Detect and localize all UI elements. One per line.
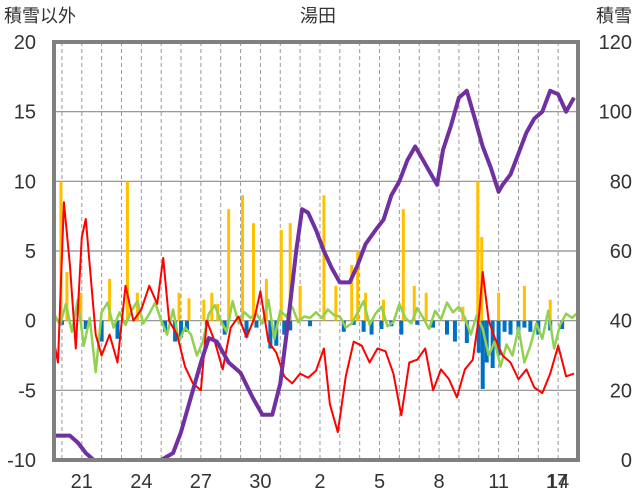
x-tick-label: 24 <box>130 471 152 493</box>
precipitation-bar <box>401 209 405 321</box>
precipitation-bar <box>227 209 231 321</box>
precipitation-bar <box>65 271 69 321</box>
precipitation-bar <box>202 299 206 321</box>
x-tick-label: 11 <box>488 471 509 493</box>
x-tick-label: 30 <box>249 471 271 493</box>
right-tick-label: 100 <box>599 102 632 124</box>
snow-change-bar <box>268 320 273 349</box>
precipitation-bar <box>412 285 416 321</box>
precipitation-bar <box>177 292 181 321</box>
x-tick-label: 8 <box>433 471 444 493</box>
precipitation-bar <box>288 223 292 321</box>
snow-change-bar <box>445 320 449 335</box>
snow-change-bar <box>415 320 420 325</box>
precipitation-bar <box>79 292 83 321</box>
precipitation-bar <box>108 278 112 321</box>
precipitation-bar <box>125 181 129 321</box>
right-tick-label: 80 <box>610 171 632 193</box>
snow-change-bar <box>522 320 527 328</box>
snow-change-bar <box>361 320 366 332</box>
precipitation-bar <box>187 298 191 321</box>
right-tick-label: 120 <box>599 32 632 54</box>
left-tick-label: 15 <box>14 102 36 124</box>
snow-depth-line <box>54 88 576 462</box>
snow-change-bar <box>431 320 436 328</box>
snow-change-bar <box>379 320 384 330</box>
x-tick-label: 5 <box>374 471 385 493</box>
precipitation-bar <box>356 251 360 321</box>
precipitation-bar <box>135 292 139 321</box>
precipitation-bar <box>476 181 480 321</box>
precipitation-bar <box>334 285 338 321</box>
precipitation-bar <box>522 285 526 321</box>
left-tick-label: 10 <box>14 171 36 193</box>
snow-change-bar <box>502 320 507 332</box>
green-series-line <box>52 298 579 374</box>
right-tick-label: 60 <box>610 241 632 263</box>
snow-change-bar <box>115 320 120 339</box>
right-axis-label: 積雪 <box>596 6 632 27</box>
snow-change-bar <box>282 320 287 335</box>
snow-change-bar <box>496 320 501 356</box>
left-tick-label: 5 <box>25 241 36 263</box>
right-tick-label: 0 <box>621 450 632 472</box>
left-axis-label: 積雪以外 <box>4 6 76 27</box>
snow-change-bar <box>560 320 565 330</box>
x-tick-label: 2 <box>314 471 325 493</box>
precipitation-bar <box>322 195 326 321</box>
x-tick-label: 21 <box>71 471 93 493</box>
snow-change-bar <box>476 320 481 353</box>
precipitation-bar <box>548 299 552 321</box>
snow-change-bar <box>244 320 249 338</box>
x-tick-label: 17 <box>546 471 568 493</box>
snow-change-bar <box>83 320 88 330</box>
precipitation-bar <box>264 278 268 321</box>
left-tick-label: 0 <box>25 311 36 333</box>
snow-change-bar <box>480 320 485 389</box>
snow-change-bar <box>369 320 374 335</box>
snow-change-bar <box>288 320 293 331</box>
precipitation-bar <box>298 285 302 321</box>
precipitation-bar <box>210 292 214 321</box>
snow-change-bar <box>254 320 259 328</box>
snow-change-bar <box>508 320 513 335</box>
right-tick-label: 20 <box>610 380 632 402</box>
x-tick-label: 27 <box>190 471 212 493</box>
snow-change-bar <box>452 320 457 342</box>
left-axis-ticks: -10 -5 0 5 10 15 20 <box>7 32 36 472</box>
snow-change-bar <box>399 320 404 335</box>
snow-change-bar <box>99 320 104 342</box>
snow-change-bar <box>184 320 189 332</box>
precipitation-bars <box>59 181 552 321</box>
left-tick-label: -10 <box>7 450 36 472</box>
snow-change-bar <box>308 320 313 327</box>
right-axis-ticks: 0 20 40 60 80 100 120 <box>599 32 632 472</box>
snow-change-bar <box>464 320 469 343</box>
snow-change-bar <box>528 320 533 332</box>
precipitation-bar <box>424 292 428 321</box>
series-lines <box>52 88 579 462</box>
precipitation-bar <box>241 195 245 321</box>
precipitation-bar <box>350 264 354 321</box>
right-tick-label: 40 <box>610 311 632 333</box>
chart-title: 湯田 <box>300 6 336 27</box>
snow-change-bar <box>351 320 356 325</box>
snow-change-bar <box>179 320 184 338</box>
snow-change-bar <box>59 320 64 325</box>
temperature-line <box>53 201 575 434</box>
precipitation-bar <box>497 292 501 321</box>
precipitation-bar <box>251 223 255 321</box>
plot-frame <box>52 40 580 462</box>
x-tick-label: 14 <box>547 471 569 493</box>
precipitation-bar <box>59 181 63 321</box>
left-tick-label: 20 <box>14 32 36 54</box>
precipitation-bar <box>279 230 283 321</box>
snow-change-bar <box>163 320 168 332</box>
left-tick-label: -5 <box>18 380 36 402</box>
